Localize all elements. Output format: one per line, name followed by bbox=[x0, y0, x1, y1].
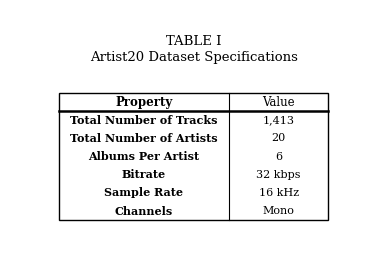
Text: 16 kHz: 16 kHz bbox=[259, 188, 299, 198]
Text: Artist20 Dataset Specifications: Artist20 Dataset Specifications bbox=[90, 51, 297, 64]
Text: Total Number of Artists: Total Number of Artists bbox=[70, 133, 218, 144]
Text: Property: Property bbox=[115, 96, 172, 109]
Text: Bitrate: Bitrate bbox=[122, 169, 166, 180]
Text: Albums Per Artist: Albums Per Artist bbox=[88, 151, 200, 162]
Text: 6: 6 bbox=[275, 152, 282, 162]
Text: Total Number of Tracks: Total Number of Tracks bbox=[70, 115, 218, 126]
Text: 20: 20 bbox=[271, 133, 286, 144]
Text: Channels: Channels bbox=[115, 205, 173, 217]
Text: TABLE I: TABLE I bbox=[166, 35, 222, 48]
Text: Value: Value bbox=[262, 96, 295, 109]
Text: 32 kbps: 32 kbps bbox=[256, 170, 301, 180]
Text: 1,413: 1,413 bbox=[263, 115, 294, 125]
Bar bbox=[59, 93, 328, 220]
Text: Sample Rate: Sample Rate bbox=[104, 187, 183, 198]
Text: Mono: Mono bbox=[263, 206, 294, 216]
